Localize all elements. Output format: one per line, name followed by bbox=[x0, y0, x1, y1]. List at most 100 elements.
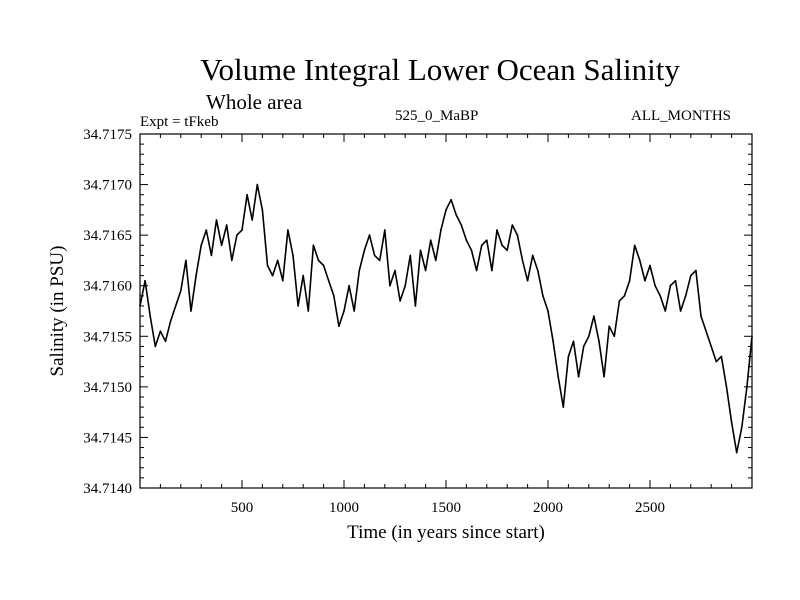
months-label: ALL_MONTHS bbox=[631, 108, 731, 124]
data-point bbox=[429, 239, 432, 241]
data-point bbox=[174, 305, 177, 307]
data-point bbox=[593, 315, 595, 317]
x-tick-label: 2000 bbox=[533, 500, 563, 516]
data-point bbox=[292, 254, 294, 257]
data-point bbox=[225, 224, 228, 226]
data-point bbox=[639, 259, 641, 262]
data-point bbox=[180, 290, 182, 292]
y-tick-label: 34.7140 bbox=[83, 481, 132, 497]
y-tick-label: 34.7150 bbox=[83, 380, 132, 396]
data-point bbox=[608, 325, 610, 328]
data-point bbox=[424, 269, 427, 272]
data-point bbox=[460, 224, 463, 226]
data-point bbox=[394, 269, 396, 272]
data-point bbox=[450, 198, 452, 201]
data-point bbox=[419, 249, 422, 252]
x-axis-label: Time (in years since start) bbox=[347, 522, 545, 543]
data-point bbox=[511, 224, 514, 226]
data-point bbox=[567, 355, 570, 358]
data-point bbox=[537, 269, 539, 272]
data-point bbox=[271, 274, 274, 277]
data-point bbox=[276, 259, 279, 262]
data-point bbox=[465, 239, 468, 241]
data-point bbox=[236, 234, 238, 236]
data-point bbox=[287, 229, 289, 231]
data-point bbox=[741, 426, 743, 429]
data-point bbox=[215, 219, 218, 221]
data-point bbox=[338, 325, 340, 328]
data-point bbox=[139, 305, 141, 307]
data-point bbox=[302, 274, 305, 277]
run-label: 525_0_MaBP bbox=[395, 108, 479, 124]
data-point bbox=[557, 375, 559, 378]
data-point bbox=[654, 284, 656, 287]
data-point bbox=[705, 330, 707, 333]
data-point bbox=[725, 386, 728, 388]
data-point bbox=[582, 345, 585, 348]
data-point bbox=[470, 249, 473, 252]
x-tick-label: 1500 bbox=[431, 500, 461, 516]
data-point bbox=[363, 249, 366, 252]
data-point bbox=[368, 234, 371, 236]
data-point bbox=[307, 310, 310, 312]
data-point bbox=[679, 310, 682, 312]
data-point bbox=[378, 259, 381, 262]
data-point bbox=[690, 274, 692, 277]
x-tick-label: 500 bbox=[231, 500, 254, 516]
data-point bbox=[312, 244, 315, 247]
data-point bbox=[317, 259, 320, 262]
data-point bbox=[384, 229, 386, 231]
data-point bbox=[282, 279, 284, 282]
plot-frame bbox=[139, 133, 753, 489]
data-point bbox=[373, 254, 376, 257]
data-point bbox=[735, 451, 738, 454]
y-tick-label: 34.7160 bbox=[83, 279, 132, 295]
data-point bbox=[684, 295, 687, 297]
data-layer bbox=[139, 183, 753, 454]
data-point bbox=[348, 284, 350, 287]
data-point bbox=[491, 269, 493, 272]
data-point bbox=[149, 315, 151, 317]
data-point bbox=[343, 310, 345, 312]
data-point bbox=[169, 320, 172, 322]
y-tick-label: 34.7155 bbox=[83, 329, 132, 345]
data-point bbox=[389, 284, 391, 287]
data-point bbox=[200, 244, 202, 247]
data-point bbox=[246, 193, 248, 196]
data-point bbox=[506, 249, 509, 252]
data-point bbox=[649, 264, 651, 267]
data-point bbox=[730, 421, 733, 424]
data-point bbox=[241, 229, 243, 231]
data-point bbox=[266, 264, 269, 267]
data-point bbox=[552, 340, 554, 343]
y-tick-label: 34.7165 bbox=[83, 228, 132, 244]
data-point bbox=[618, 300, 621, 302]
data-point bbox=[353, 310, 356, 312]
data-point bbox=[598, 340, 600, 343]
data-point bbox=[710, 345, 712, 348]
data-point bbox=[327, 279, 330, 282]
data-point bbox=[700, 315, 702, 317]
ticks-layer: 500 1000 1500 2000 2500 34.7140 34.7145 34.7150… bbox=[83, 127, 752, 516]
data-point bbox=[516, 234, 519, 236]
data-point bbox=[720, 355, 723, 358]
data-point bbox=[674, 279, 677, 282]
y-tick-label: 34.7170 bbox=[83, 178, 132, 194]
x-tick-label: 1000 bbox=[329, 500, 359, 516]
y-axis-label: Salinity (in PSU) bbox=[47, 246, 68, 377]
series-line bbox=[139, 183, 753, 454]
data-point bbox=[414, 305, 417, 307]
data-point bbox=[577, 375, 580, 378]
data-point bbox=[547, 310, 549, 312]
data-point bbox=[164, 340, 167, 343]
data-point bbox=[399, 300, 401, 302]
chart-title: Volume Integral Lower Ocean Salinity bbox=[200, 52, 680, 87]
data-point bbox=[542, 295, 544, 297]
data-point bbox=[297, 305, 299, 307]
data-point bbox=[613, 335, 616, 338]
data-point bbox=[251, 219, 253, 221]
data-point bbox=[455, 214, 458, 216]
data-point bbox=[475, 269, 478, 272]
data-point bbox=[486, 239, 488, 241]
data-point bbox=[256, 183, 259, 186]
